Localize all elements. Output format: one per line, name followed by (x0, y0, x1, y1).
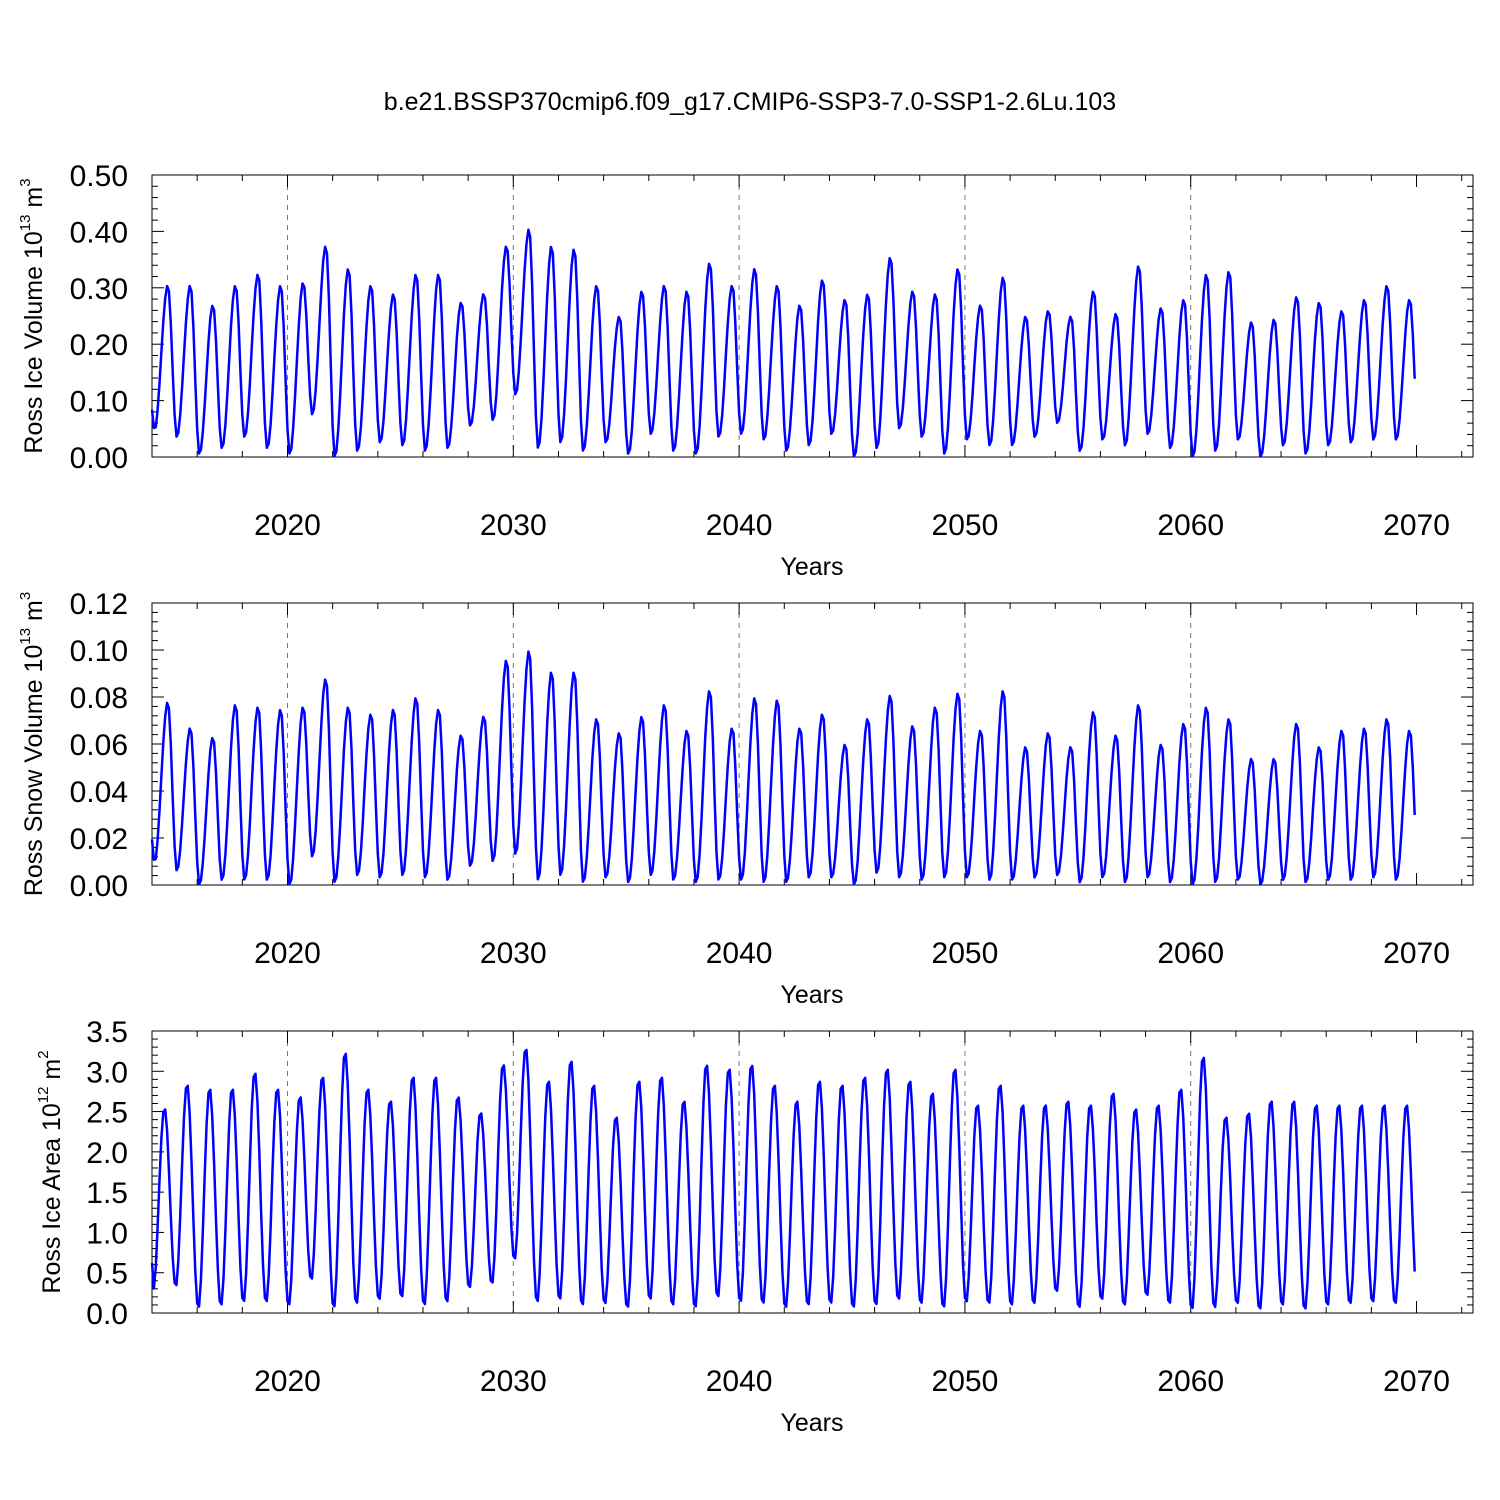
plot-frame (151, 1030, 1474, 1314)
x-tick-label: 2020 (254, 509, 321, 542)
x-tick-label: 2030 (480, 509, 547, 542)
y-axis-label: Ross Snow Volume 1013 m3 (17, 592, 48, 896)
x-tick-label: 2070 (1383, 509, 1450, 542)
y-tick-label: 1.0 (86, 1217, 128, 1250)
y-axis-label: Ross Ice Area 1012 m2 (35, 1050, 66, 1293)
y-tick-label: 0.08 (70, 682, 128, 715)
panel-ice-area: 2020 2030 2040 2050 2060 2070 0.0 0.5 1.0 1.5 2.0 2… (35, 1016, 1474, 1437)
y-tick-label: 0.00 (70, 442, 128, 475)
x-tick-label: 2060 (1157, 937, 1224, 970)
y-tick-label: 2.0 (86, 1137, 128, 1170)
y-tick-label: 0.5 (86, 1258, 128, 1291)
y-tick-label: 0.02 (70, 823, 128, 856)
y-tick-label: 0.10 (70, 635, 128, 668)
y-tick-label: 0.40 (70, 216, 128, 249)
y-tick-label: 0.00 (70, 870, 128, 903)
x-axis-label: Years (780, 1409, 843, 1437)
panel-ice-volume: 2020 2030 2040 2050 2060 2070 0.00 0.10 0.20 0.30… (17, 160, 1474, 581)
x-axis-label: Years (780, 981, 843, 1009)
y-tick-label: 2.5 (86, 1097, 128, 1130)
x-tick-label: 2050 (932, 937, 999, 970)
y-tick-label: 0.12 (70, 588, 128, 621)
y-tick-label: 0.30 (70, 273, 128, 306)
x-tick-label: 2030 (480, 1365, 547, 1398)
series-line-ice-volume (150, 228, 1416, 458)
x-tick-label: 2050 (932, 1365, 999, 1398)
x-tick-label: 2060 (1157, 509, 1224, 542)
x-tick-label: 2040 (706, 1365, 773, 1398)
series-line-snow-volume (150, 650, 1416, 886)
x-tick-label: 2070 (1383, 1365, 1450, 1398)
y-tick-label: 0.10 (70, 386, 128, 419)
y-tick-label: 3.0 (86, 1056, 128, 1089)
y-axis-label: Ross Ice Volume 1013 m3 (17, 178, 48, 453)
x-tick-label: 2020 (254, 937, 321, 970)
x-tick-label: 2060 (1157, 1365, 1224, 1398)
y-tick-label: 0.0 (86, 1298, 128, 1331)
x-tick-label: 2050 (932, 509, 999, 542)
x-tick-label: 2040 (706, 509, 773, 542)
figure-title: b.e21.BSSP370cmip6.f09_g17.CMIP6-SSP3-7.… (384, 88, 1116, 116)
y-tick-label: 0.04 (70, 776, 128, 809)
x-tick-label: 2070 (1383, 937, 1450, 970)
y-tick-label: 3.5 (86, 1016, 128, 1049)
plot-frame (151, 174, 1474, 458)
series-line-ice-area (150, 1048, 1416, 1310)
x-tick-label: 2030 (480, 937, 547, 970)
x-tick-label: 2020 (254, 1365, 321, 1398)
x-tick-label: 2040 (706, 937, 773, 970)
y-tick-label: 1.5 (86, 1177, 128, 1210)
y-tick-label: 0.20 (70, 329, 128, 362)
y-tick-label: 0.06 (70, 729, 128, 762)
x-axis-label: Years (780, 553, 843, 581)
y-tick-label: 0.50 (70, 160, 128, 193)
panel-snow-volume: 2020 2030 2040 2050 2060 2070 0.00 0.02 0.04 0.06… (17, 588, 1474, 1009)
